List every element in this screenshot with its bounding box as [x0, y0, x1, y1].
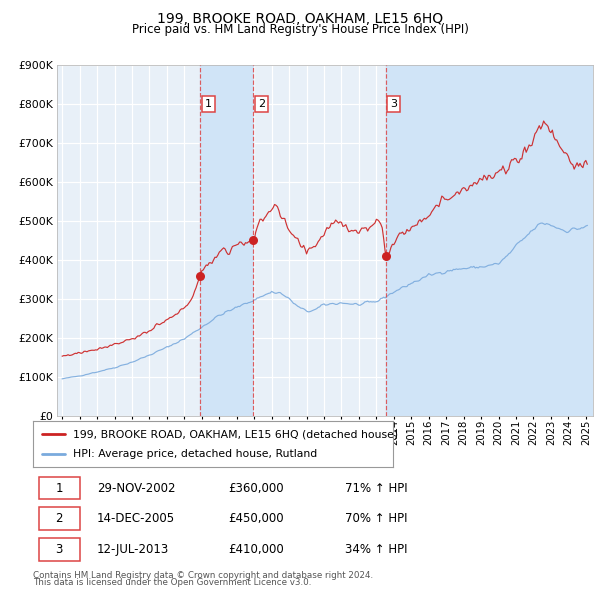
Text: 12-JUL-2013: 12-JUL-2013	[97, 543, 169, 556]
Text: 34% ↑ HPI: 34% ↑ HPI	[346, 543, 408, 556]
Text: HPI: Average price, detached house, Rutland: HPI: Average price, detached house, Rutl…	[73, 450, 317, 460]
Text: £360,000: £360,000	[229, 481, 284, 494]
Text: 29-NOV-2002: 29-NOV-2002	[97, 481, 176, 494]
Text: 2: 2	[258, 99, 265, 109]
Bar	[200, 65, 253, 416]
FancyBboxPatch shape	[38, 507, 80, 530]
Text: 199, BROOKE ROAD, OAKHAM, LE15 6HQ (detached house): 199, BROOKE ROAD, OAKHAM, LE15 6HQ (deta…	[73, 429, 398, 439]
Text: 199, BROOKE ROAD, OAKHAM, LE15 6HQ: 199, BROOKE ROAD, OAKHAM, LE15 6HQ	[157, 12, 443, 26]
Text: 2: 2	[55, 512, 63, 525]
Text: 1: 1	[55, 481, 63, 494]
Text: 1: 1	[205, 99, 212, 109]
FancyBboxPatch shape	[38, 477, 80, 500]
Text: 3: 3	[390, 99, 397, 109]
Text: 71% ↑ HPI: 71% ↑ HPI	[346, 481, 408, 494]
FancyBboxPatch shape	[38, 537, 80, 560]
Text: Contains HM Land Registry data © Crown copyright and database right 2024.: Contains HM Land Registry data © Crown c…	[33, 571, 373, 579]
Text: 70% ↑ HPI: 70% ↑ HPI	[346, 512, 408, 525]
Text: This data is licensed under the Open Government Licence v3.0.: This data is licensed under the Open Gov…	[33, 578, 311, 587]
Text: Price paid vs. HM Land Registry's House Price Index (HPI): Price paid vs. HM Land Registry's House …	[131, 23, 469, 36]
Text: £450,000: £450,000	[229, 512, 284, 525]
Text: 3: 3	[56, 543, 63, 556]
Text: 14-DEC-2005: 14-DEC-2005	[97, 512, 175, 525]
Bar	[386, 65, 593, 416]
Text: £410,000: £410,000	[229, 543, 284, 556]
